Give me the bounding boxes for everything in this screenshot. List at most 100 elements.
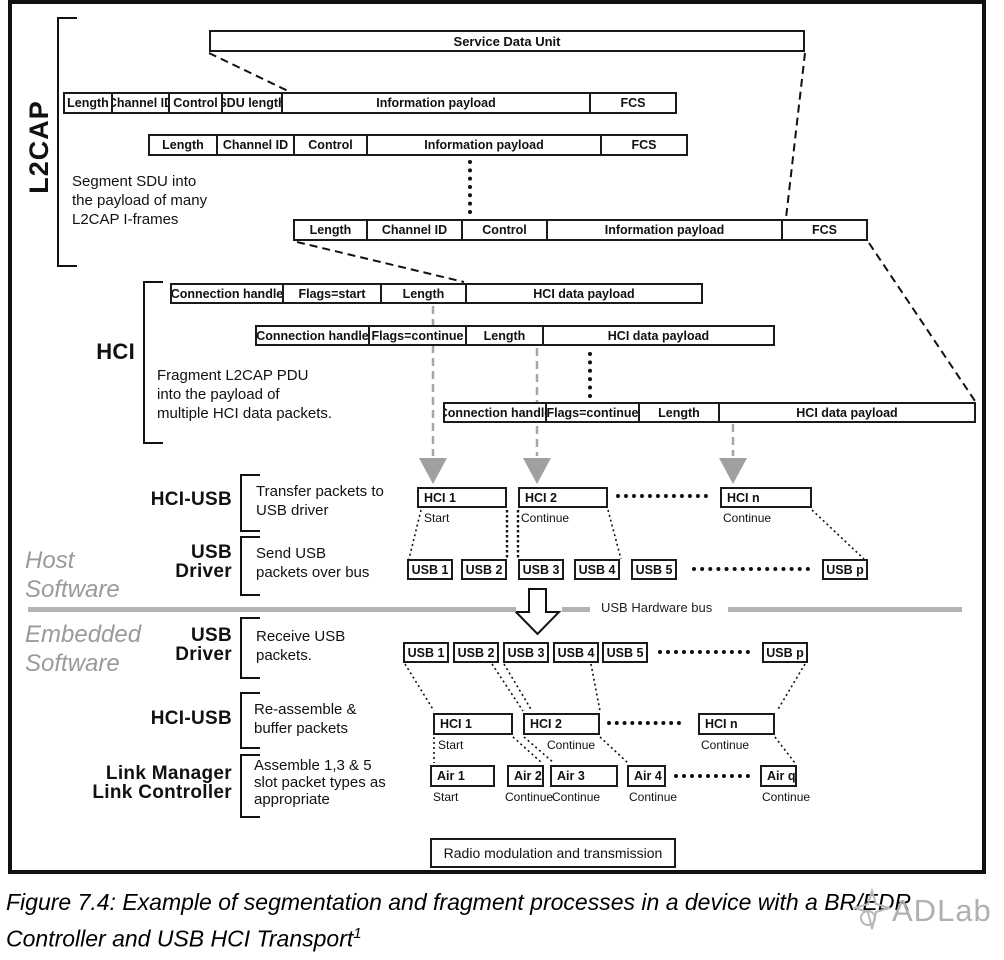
field-hci-payload: HCI data payload — [533, 286, 635, 301]
embedded-usb-5: USB 5 — [602, 642, 648, 663]
host-hci-usb-label: HCI-USB — [150, 489, 232, 510]
field-info-payload: Information payload — [368, 136, 602, 154]
l2cap-section-label: L2CAP — [24, 100, 54, 194]
embedded-usb-driver-label: USB Driver — [175, 625, 232, 665]
embedded-hci-usb-note: Re-assemble & buffer packets — [254, 701, 357, 737]
embedded-hci-n: HCI n — [698, 713, 775, 735]
caption-line-2: Controller and USB HCI Transport1 — [6, 925, 362, 952]
host-usb-2: USB 2 — [461, 559, 507, 580]
hci-note: Fragment L2CAP PDU into the payload of m… — [157, 367, 333, 422]
field-sdu-length: SDU length — [223, 94, 283, 112]
air-3: Air 3 — [550, 765, 618, 787]
embedded-hci-1-tag: Start — [438, 738, 464, 752]
host-usb-driver-label: USB Driver — [175, 542, 232, 582]
host-usb-5: USB 5 — [631, 559, 677, 580]
embedded-usb-p: USB p — [762, 642, 808, 663]
host-usb-3: USB 3 — [518, 559, 564, 580]
host-hci-usb-note: Transfer packets to USB driver — [256, 483, 384, 519]
sdu-box: Service Data Unit — [209, 30, 805, 52]
host-hci-n: HCI n — [720, 487, 812, 508]
embedded-hci-usb-label: HCI-USB — [150, 708, 232, 729]
embedded-hci-usb-bracket — [240, 692, 260, 749]
field-hci-payload: HCI data payload — [607, 328, 710, 343]
l2cap-bracket — [57, 17, 77, 267]
bus-bar-mid — [562, 607, 590, 612]
embedded-hci-2: HCI 2 — [523, 713, 600, 735]
hci-packet-1: Connection handle Flags=start Length HCI… — [170, 283, 703, 304]
air-1-tag: Start — [433, 790, 459, 804]
host-usb-driver-bracket — [240, 536, 260, 596]
air-q-tag: Continue — [762, 790, 811, 804]
link-manager-controller-label: Link Manager Link Controller — [92, 763, 232, 803]
l2cap-frame-n: Length Channel ID Control Information pa… — [293, 219, 868, 241]
field-info-payload: Information payload — [548, 221, 783, 239]
field-length: Length — [382, 285, 467, 302]
field-info-payload: Information payload — [283, 94, 591, 112]
caption-line-1: Figure 7.4: Example of segmentation and … — [6, 889, 912, 915]
embedded-usb-driver-bracket — [240, 617, 260, 679]
field-connection-handle: Connection handle — [257, 327, 370, 344]
bus-label: USB Hardware bus — [601, 600, 713, 615]
field-hci-payload: HCI data payload — [796, 405, 898, 420]
air-4-tag: Continue — [629, 790, 678, 804]
ellipsis-horizontal — [607, 721, 681, 725]
ellipsis-vertical — [468, 160, 472, 214]
air-q: Air q — [760, 765, 797, 787]
field-control: Control — [295, 136, 368, 154]
ellipsis-vertical — [588, 352, 592, 398]
embedded-hci-n-tag: Continue — [701, 738, 750, 752]
air-2-tag: Continue — [505, 790, 554, 804]
l2cap-note: Segment SDU into the payload of many L2C… — [72, 173, 208, 228]
field-flags: Flags=continue — [370, 327, 467, 344]
air-3-tag: Continue — [552, 790, 601, 804]
link-note: Assemble 1,3 & 5 slot packet types as ap… — [254, 757, 386, 808]
field-fcs: FCS — [631, 138, 657, 152]
host-software-label: Host Software — [25, 547, 120, 603]
host-hci-2-tag: Continue — [521, 511, 570, 525]
field-length: Length — [65, 94, 113, 112]
bus-bar-right — [728, 607, 962, 612]
adlab-logo-icon — [852, 888, 892, 930]
embedded-usb-4: USB 4 — [553, 642, 599, 663]
ellipsis-horizontal — [616, 494, 708, 498]
host-hci-1: HCI 1 — [417, 487, 507, 508]
figure-caption: Figure 7.4: Example of segmentation and … — [6, 886, 996, 955]
field-fcs: FCS — [812, 223, 837, 237]
field-channel-id: Channel ID — [368, 221, 463, 239]
embedded-usb-2: USB 2 — [453, 642, 499, 663]
hci-packet-2: Connection handle Flags=continue Length … — [255, 325, 775, 346]
embedded-usb-1: USB 1 — [403, 642, 449, 663]
host-usb-p: USB p — [822, 559, 868, 580]
field-length: Length — [640, 404, 720, 421]
hci-bracket — [143, 281, 163, 444]
hci-packet-n: Connection handle Flags=continue Length … — [443, 402, 976, 423]
field-flags: Flags=continue — [547, 404, 640, 421]
host-usb-driver-note: Send USB packets over bus — [256, 545, 370, 581]
bus-bar-left — [28, 607, 516, 612]
embedded-usb-driver-note: Receive USB packets. — [256, 628, 346, 664]
field-connection-handle: Connection handle — [445, 404, 547, 421]
adlab-watermark: ADLab — [852, 888, 992, 934]
ellipsis-horizontal — [674, 774, 750, 778]
field-fcs: FCS — [620, 96, 646, 110]
embedded-usb-3: USB 3 — [503, 642, 549, 663]
field-length: Length — [467, 327, 544, 344]
footnote-marker: 1 — [353, 925, 362, 942]
ellipsis-horizontal — [692, 567, 810, 571]
field-length: Length — [295, 221, 368, 239]
link-bracket — [240, 754, 260, 818]
hci-section-label: HCI — [96, 339, 135, 364]
radio-box: Radio modulation and transmission — [430, 838, 676, 868]
host-hci-usb-bracket — [240, 474, 260, 532]
field-length: Length — [150, 136, 218, 154]
field-control: Control — [463, 221, 548, 239]
ellipsis-horizontal — [658, 650, 750, 654]
field-flags: Flags=start — [284, 285, 382, 302]
embedded-hci-2-tag: Continue — [547, 738, 596, 752]
host-usb-4: USB 4 — [574, 559, 620, 580]
field-channel-id: Channel ID — [218, 136, 295, 154]
embedded-hci-1: HCI 1 — [433, 713, 513, 735]
field-connection-handle: Connection handle — [172, 285, 284, 302]
air-4: Air 4 — [627, 765, 666, 787]
